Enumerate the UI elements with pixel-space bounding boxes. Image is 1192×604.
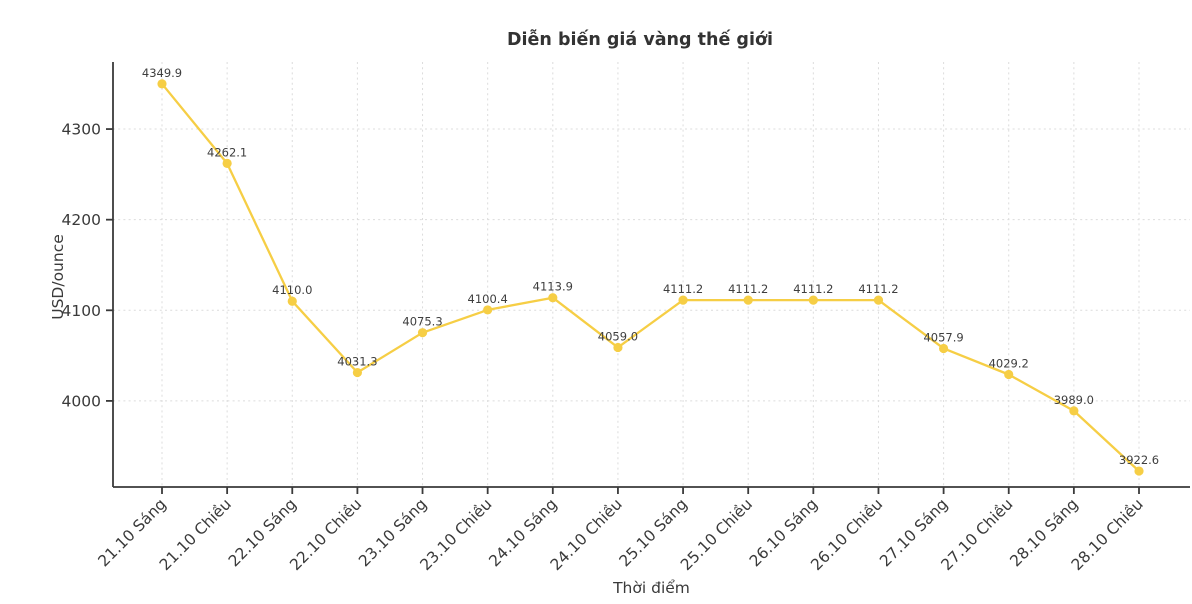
data-point-label: 4111.2 xyxy=(793,282,833,296)
data-point-label: 4075.3 xyxy=(402,315,442,329)
data-point-label: 4031.3 xyxy=(337,355,377,369)
data-point xyxy=(222,158,232,169)
y-tick-label: 4100 xyxy=(62,302,101,320)
data-point xyxy=(287,296,297,306)
data-point-label: 4029.2 xyxy=(989,356,1029,370)
data-point-label: 4100.4 xyxy=(468,292,508,306)
data-point xyxy=(678,295,688,305)
y-tick-label: 4200 xyxy=(62,211,101,229)
data-point-label: 4349.9 xyxy=(142,66,182,80)
data-point xyxy=(613,342,623,353)
data-point xyxy=(548,293,558,303)
data-point-label: 4111.2 xyxy=(663,282,703,296)
data-point xyxy=(417,328,428,338)
data-point-label: 4113.9 xyxy=(533,280,573,294)
data-point-label: 4262.1 xyxy=(207,145,247,159)
data-point-label: 4111.2 xyxy=(858,282,898,296)
data-point xyxy=(1069,406,1079,416)
data-point xyxy=(352,367,362,378)
data-point xyxy=(743,295,753,305)
data-point xyxy=(483,305,493,315)
price-line xyxy=(160,82,1141,473)
data-point-label: 4057.9 xyxy=(923,330,963,344)
data-point-label: 3922.6 xyxy=(1119,453,1159,467)
data-point-label: 4111.2 xyxy=(728,282,768,296)
x-axis-label: Thời điểm xyxy=(613,579,690,597)
data-point-label: 3989.0 xyxy=(1054,393,1094,407)
data-point xyxy=(157,79,167,89)
y-tick-label: 4000 xyxy=(62,392,101,410)
y-tick-label: 4300 xyxy=(62,121,101,139)
y-axis-label: USD/ounce xyxy=(49,234,67,320)
data-point xyxy=(873,295,884,305)
data-point xyxy=(808,295,818,305)
data-point xyxy=(939,343,949,354)
data-point xyxy=(1004,369,1014,380)
data-point-label: 4110.0 xyxy=(272,283,312,297)
chart-title: Diễn biến giá vàng thế giới xyxy=(507,30,773,50)
data-point xyxy=(1134,466,1144,476)
data-point-label: 4059.0 xyxy=(598,329,638,343)
